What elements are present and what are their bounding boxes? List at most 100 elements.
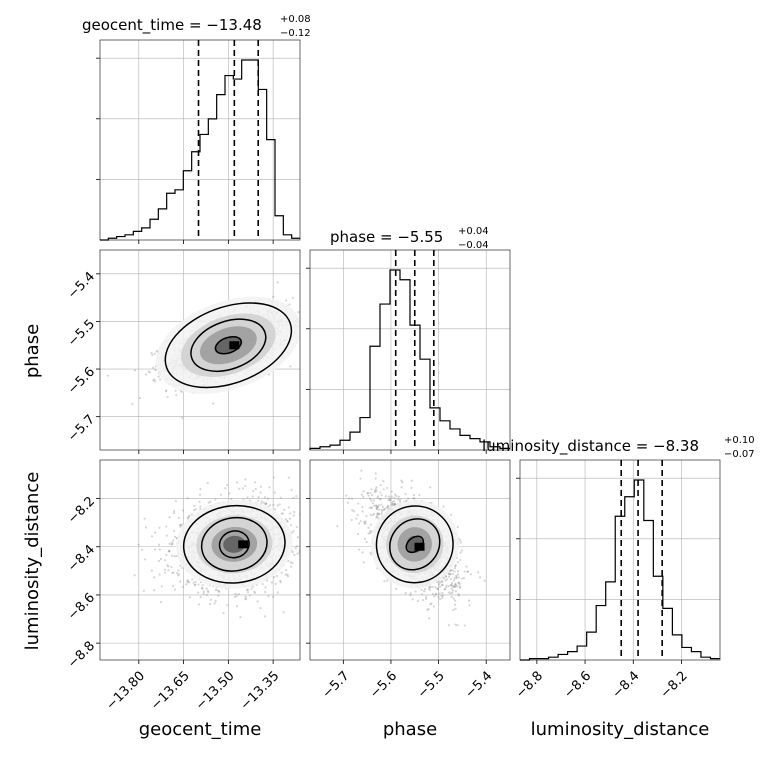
sample-point <box>449 592 452 595</box>
density-peak <box>238 540 249 549</box>
sample-point <box>423 590 426 593</box>
sample-point <box>165 534 168 537</box>
sample-point <box>197 603 201 606</box>
sample-point <box>171 584 175 588</box>
sample-point <box>391 504 394 507</box>
sample-point <box>454 590 457 593</box>
sample-point <box>375 508 379 511</box>
sample-point <box>370 530 373 533</box>
ytick-label-luminosity-distance-3: −8.2 <box>65 494 98 527</box>
sample-point <box>175 554 178 558</box>
sample-point <box>257 495 260 499</box>
sample-point <box>387 495 391 498</box>
sample-point <box>295 545 299 548</box>
sample-point <box>285 299 288 302</box>
pair-panel-geocent-time-phase: −5.7−5.6−5.5−5.4 <box>65 249 325 454</box>
sample-point <box>217 590 220 593</box>
sample-point <box>173 535 176 538</box>
ytick-label-phase-3: −5.4 <box>65 269 98 302</box>
sample-point <box>314 320 316 322</box>
pair-content-0 <box>106 281 325 419</box>
sample-point <box>452 608 455 611</box>
sample-point <box>374 477 377 480</box>
sample-point <box>285 568 288 572</box>
sample-point <box>431 585 434 588</box>
sample-point <box>449 573 452 576</box>
sample-point <box>214 599 217 603</box>
sample-point <box>251 585 254 588</box>
sample-point <box>442 505 445 508</box>
sample-point <box>291 561 294 565</box>
sample-point <box>163 559 166 562</box>
sample-point <box>168 549 171 553</box>
sample-point <box>235 605 239 608</box>
sample-point <box>455 574 458 577</box>
sample-point <box>172 512 175 515</box>
sample-point <box>375 486 378 489</box>
sample-point <box>150 535 154 538</box>
sample-point <box>379 483 382 487</box>
sample-point <box>191 578 194 581</box>
sample-point <box>137 543 140 546</box>
sample-point <box>157 559 161 563</box>
sample-point <box>438 585 442 588</box>
sample-point <box>445 586 448 589</box>
sample-point <box>131 402 134 406</box>
sample-point <box>293 553 296 557</box>
sample-point <box>177 573 181 576</box>
sample-point <box>371 493 374 497</box>
sample-point <box>153 548 157 551</box>
sample-point <box>235 481 239 484</box>
sample-point <box>452 573 455 576</box>
sample-point <box>438 598 442 601</box>
sample-point <box>173 510 176 513</box>
sample-point <box>454 599 457 602</box>
sample-point <box>168 516 171 519</box>
sample-point <box>200 586 204 589</box>
sample-point <box>390 495 393 498</box>
sample-point <box>280 571 283 574</box>
sample-point <box>301 528 303 530</box>
sample-point <box>168 550 171 553</box>
sample-point <box>478 576 482 579</box>
sample-point <box>199 488 202 491</box>
sample-point <box>180 390 183 393</box>
sample-point <box>306 511 308 513</box>
sample-point <box>380 503 383 506</box>
sample-point <box>454 585 457 588</box>
sample-point <box>284 573 287 576</box>
sample-point <box>420 593 424 596</box>
sample-point <box>376 505 380 509</box>
ytick-label-luminosity-distance-0: −8.8 <box>65 639 98 672</box>
sample-point <box>208 602 212 606</box>
sample-point <box>290 524 293 527</box>
sample-point <box>359 520 362 523</box>
sample-point <box>154 368 157 372</box>
sample-point <box>154 380 157 383</box>
sample-point <box>458 582 461 586</box>
sample-point <box>197 583 200 586</box>
sample-point <box>445 584 448 587</box>
sample-point <box>451 589 455 592</box>
sample-point <box>172 539 175 542</box>
sample-point <box>234 592 237 595</box>
sample-point <box>157 543 161 546</box>
sample-point <box>144 373 147 376</box>
sample-point <box>428 587 431 590</box>
sample-point <box>454 607 457 610</box>
sample-point <box>245 597 248 600</box>
ytick-label-luminosity-distance-1: −8.6 <box>65 590 98 623</box>
sample-point <box>296 552 299 555</box>
sample-point <box>350 497 354 500</box>
sample-point <box>142 589 146 592</box>
sample-point <box>141 548 144 551</box>
sample-point <box>173 588 176 591</box>
sample-point <box>201 587 204 590</box>
sample-point <box>438 592 441 595</box>
sample-point <box>457 594 460 597</box>
sample-point <box>456 624 459 627</box>
sample-point <box>323 309 325 311</box>
sample-point <box>380 510 384 513</box>
sample-point <box>177 569 180 572</box>
sample-point <box>199 505 202 508</box>
